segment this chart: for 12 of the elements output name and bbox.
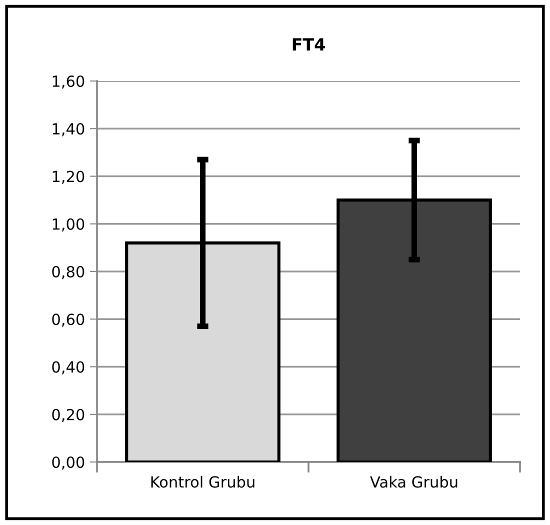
y-tick-label: 1,40 (52, 123, 84, 136)
y-tick-label: 0,40 (52, 361, 84, 374)
y-tick-label: 0,60 (52, 314, 84, 327)
y-tick-label: 0,80 (52, 266, 84, 280)
y-tick-label: 0,00 (52, 456, 84, 470)
x-tick-label: Kontrol Grubu (151, 476, 254, 488)
y-tick-label: 1,00 (52, 218, 84, 232)
y-tick-label: 1,60 (52, 75, 84, 89)
y-tick-label: 0,20 (52, 408, 84, 422)
x-tick-label: Vaka Grubu (370, 476, 458, 488)
y-tick-label: 1,20 (52, 170, 84, 184)
chart-title: FT4 (292, 38, 325, 50)
